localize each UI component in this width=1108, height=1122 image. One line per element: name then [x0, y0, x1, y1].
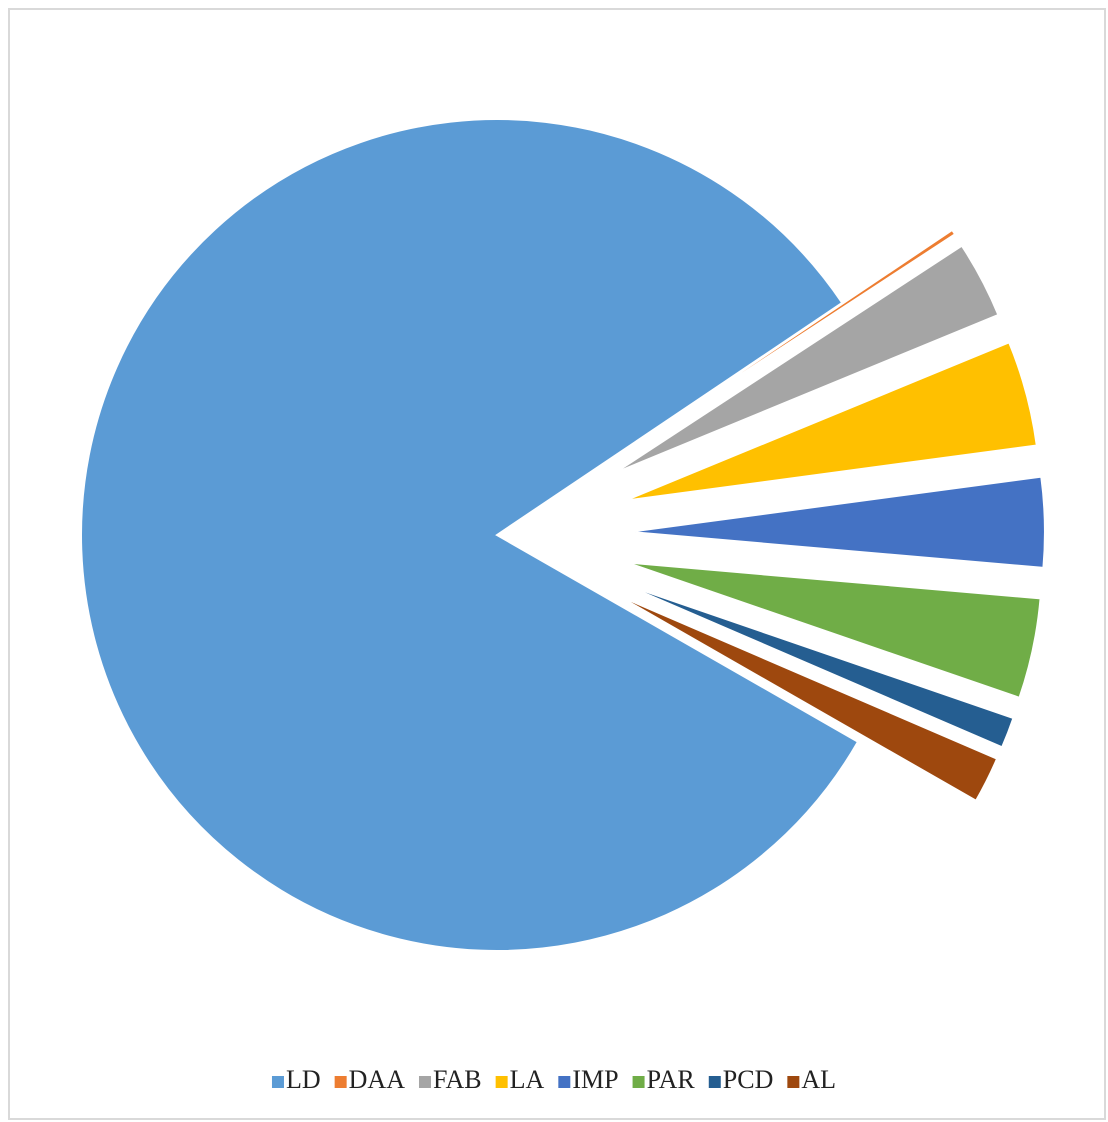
legend-swatch: [334, 1076, 347, 1088]
legend-label: DAA: [349, 1065, 406, 1094]
pie-slice: [624, 340, 1038, 502]
pie-slice: [613, 244, 1000, 475]
legend-label: LD: [286, 1065, 321, 1094]
legend-swatch: [708, 1076, 721, 1088]
legend-swatch: [418, 1076, 431, 1088]
pie-slice: [625, 561, 1042, 700]
legend-label: LA: [510, 1065, 545, 1094]
legend-label: PCD: [723, 1065, 774, 1094]
legend-label: IMP: [572, 1065, 618, 1094]
pie-slice: [619, 581, 1015, 749]
legend-swatch: [495, 1076, 508, 1088]
legend-swatch: [558, 1076, 571, 1088]
legend-label: AL: [801, 1065, 836, 1094]
legend-swatch: [271, 1076, 284, 1088]
legend-label: PAR: [647, 1065, 696, 1094]
legend: LD DAA FAB LA IMP PAR PCD AL: [271, 1065, 836, 1094]
pie-slice: [614, 593, 999, 803]
pie-slice: [628, 475, 1046, 569]
legend-swatch: [632, 1076, 645, 1088]
pie-slice: [606, 228, 957, 463]
legend-label: FAB: [433, 1065, 482, 1094]
legend-swatch: [787, 1076, 800, 1088]
pie-slice: [80, 118, 860, 952]
